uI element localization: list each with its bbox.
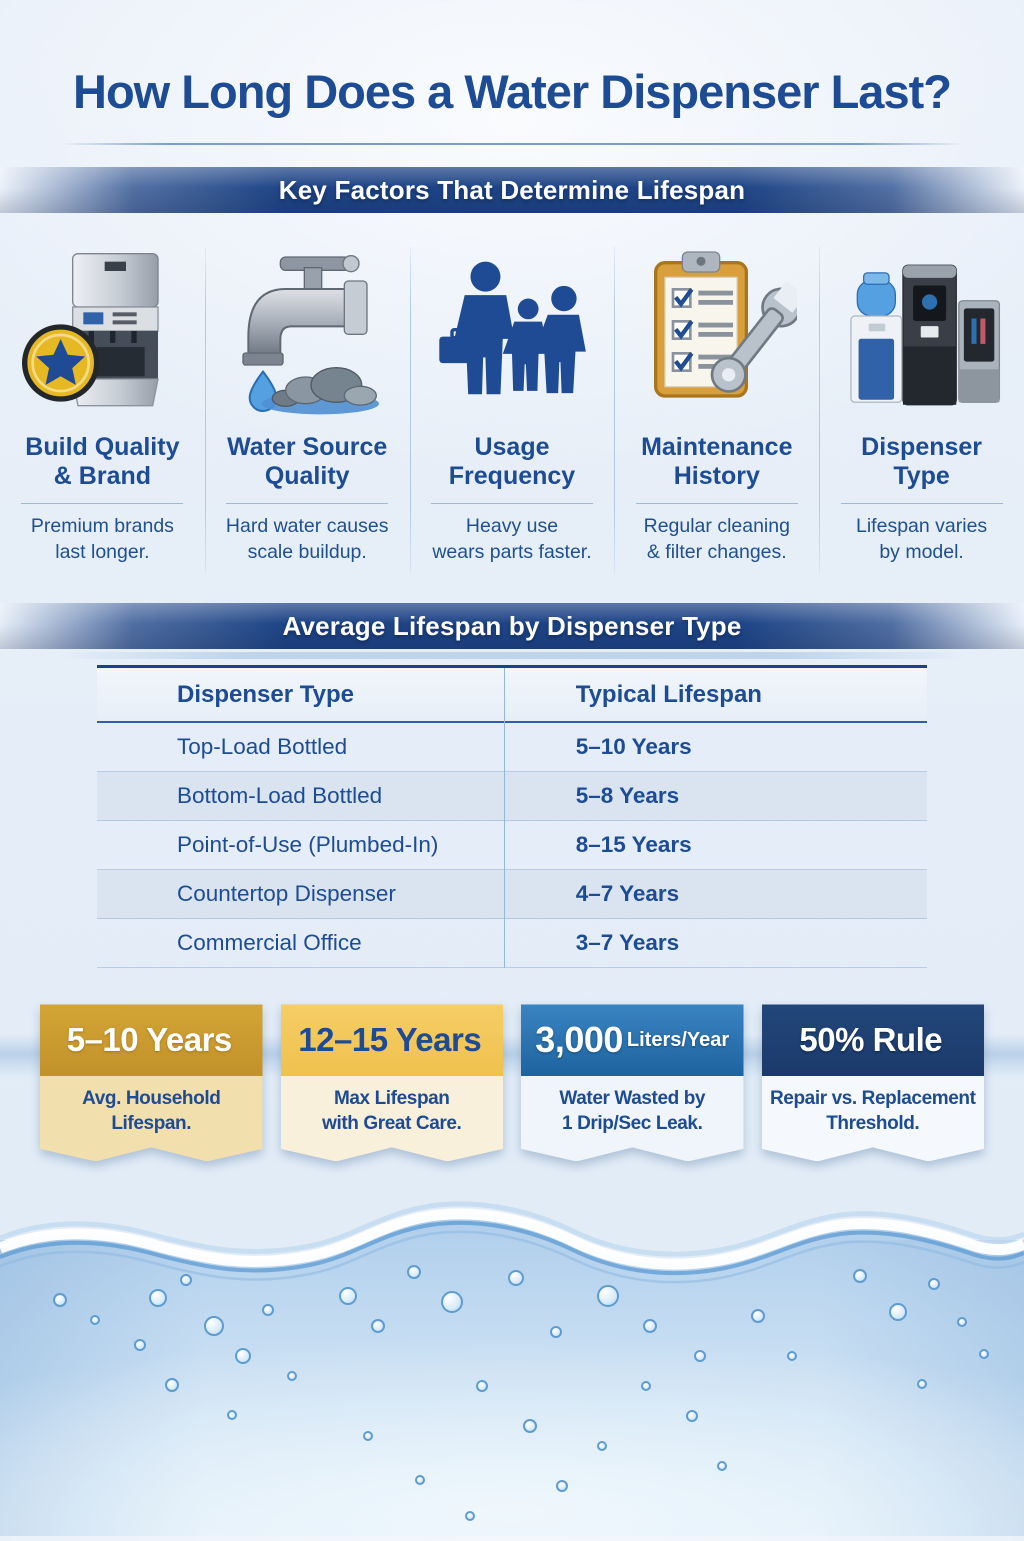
lifespan-table: Dispenser Type Typical Lifespan Top-Load… [97,665,927,969]
factor-divider [226,503,389,504]
stat-value: 5–10 Years [66,1021,233,1059]
factor-dispenser-type: Dispenser Type Lifespan varies by model. [819,229,1024,579]
factor-description: Lifespan varies by model. [856,515,988,563]
factor-description: Heavy use wears parts faster. [432,515,592,563]
factor-divider [840,503,1003,504]
stat-label: Repair vs. Replacement Threshold. [761,1076,984,1162]
page-title: How Long Does a Water Dispenser Last? [73,65,952,118]
title-divider [59,143,965,145]
wave-outline [0,1220,1024,1276]
stat-value: 12–15 Years [298,1021,482,1059]
family-icon [439,261,586,395]
factor-description: Regular cleaning & filter changes. [643,515,790,563]
checklist-wrench-icon [653,251,797,398]
table-row: Countertop Dispenser 4–7 Years [97,870,927,920]
water-wave-footer [0,1180,1024,1536]
lifespan-table-banner: Average Lifespan by Dispenser Type [0,603,1024,660]
table-row: Point-of-Use (Plumbed-In) 8–15 Years [97,821,927,871]
stat-label: Avg. Household Lifespan. [40,1076,263,1162]
stat-label: Max Lifespan with Great Care. [280,1076,503,1162]
factor-description: Hard water causes scale buildup. [225,515,389,563]
factor-title: Maintenance History [641,433,793,490]
stat-card-max-lifespan: 12–15 Years Max Lifespan with Great Care… [280,1004,503,1162]
water-wave-illustration [0,1201,1024,1536]
column-header-lifespan: Typical Lifespan [575,680,762,708]
faucet-drip-rocks-icon [242,255,380,415]
stat-card-water-wasted: 3,000 Liters/Year Water Wasted by 1 Drip… [521,1004,744,1162]
lifespan-table-banner-label: Average Lifespan by Dispenser Type [282,610,742,641]
dispenser-star-badge-icon [22,252,160,407]
table-row: Bottom-Load Bottled 5–8 Years [97,772,927,822]
stat-cards-section: 5–10 Years Avg. Household Lifespan. 12–1… [0,1004,1024,1162]
table-header-row: Dispenser Type Typical Lifespan [97,668,927,724]
bubbles [53,1265,989,1521]
wave-underline [0,1230,1024,1284]
table-row: Top-Load Bottled 5–10 Years [97,723,927,773]
column-header-type: Dispenser Type [177,680,354,708]
stat-card-repair-rule: 50% Rule Repair vs. Replacement Threshol… [761,1004,984,1162]
wave-foam-line [0,1208,1024,1270]
factor-water-source: Water Source Quality Hard water causes s… [204,229,410,579]
factor-maintenance: Maintenance History Regular cleaning & f… [614,229,819,579]
factor-description: Premium brands last longer. [30,515,174,563]
factors-banner-label: Key Factors That Determine Lifespan [278,174,746,205]
factor-divider [431,503,593,504]
stat-value: 3,000 [535,1019,623,1061]
factor-build-quality: Build Quality & Brand Premium brands las… [0,229,205,579]
factor-divider [635,503,798,504]
factor-title: Usage Frequency [448,433,576,490]
table-row: Commercial Office 3–7 Years [97,919,927,969]
factor-divider [21,503,184,504]
factor-title: Water Source Quality [227,433,388,490]
stat-label: Water Wasted by 1 Drip/Sec Leak. [521,1076,744,1162]
factor-title: Dispenser Type [861,433,983,490]
stat-value-suffix: Liters/Year [626,1028,730,1051]
factor-usage-frequency: Usage Frequency Heavy use wears parts fa… [409,229,615,579]
factors-grid: Build Quality & Brand Premium brands las… [0,229,1024,579]
factors-banner: Key Factors That Determine Lifespan [0,167,1024,213]
stat-card-household-lifespan: 5–10 Years Avg. Household Lifespan. [40,1004,263,1162]
wave-highlight-line [0,1201,1024,1257]
factor-title: Build Quality & Brand [25,433,180,490]
stat-value: 50% Rule [799,1021,943,1059]
dispenser-types-icon [849,264,1000,406]
